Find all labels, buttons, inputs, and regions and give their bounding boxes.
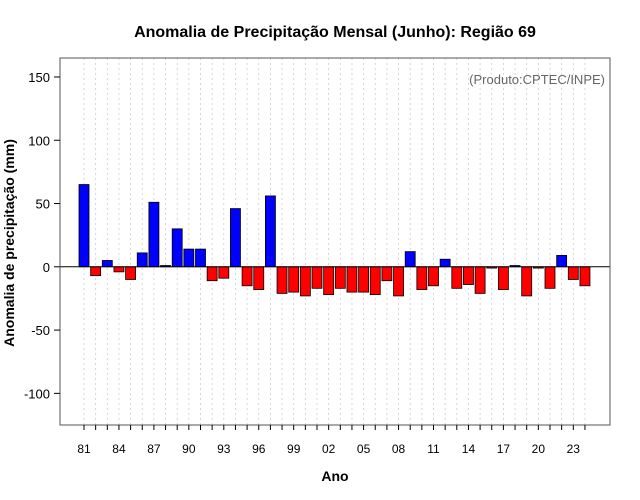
bar-2017 [497, 266, 509, 290]
y-tick-label: 50 [36, 197, 50, 212]
bar-2010 [416, 266, 428, 290]
bars [78, 184, 591, 297]
x-tick-label: 23 [567, 442, 581, 456]
bar-1985 [125, 266, 136, 280]
x-tick-label: 05 [357, 442, 371, 456]
x-tick-label: 99 [287, 442, 301, 456]
bar-2023 [567, 266, 579, 280]
bar-2001 [311, 266, 323, 289]
bar-1982 [90, 266, 102, 277]
bar-2009 [404, 251, 416, 268]
bar-2000 [299, 266, 311, 297]
bar-1993 [218, 266, 230, 279]
bar-2022 [556, 255, 568, 268]
y-tick-label: 0 [43, 260, 50, 275]
bar-1997 [264, 195, 276, 268]
x-tick-label: 93 [217, 442, 231, 456]
bar-1981 [78, 184, 90, 268]
bar-2004 [346, 266, 358, 293]
x-tick-label: 14 [462, 442, 476, 456]
bar-1984 [113, 266, 125, 273]
y-tick-label: -50 [31, 323, 50, 338]
bar-2021 [544, 266, 556, 289]
grid [83, 58, 586, 425]
bar-1996 [253, 266, 265, 290]
bar-2003 [334, 266, 346, 289]
x-tick-label: 81 [77, 442, 91, 456]
x-tick-label: 17 [497, 442, 511, 456]
y-axis: -100 -50 0 50 100 150 [24, 70, 60, 401]
bar-2015 [474, 266, 486, 294]
bar-2011 [428, 266, 439, 287]
bar-1995 [241, 266, 253, 287]
x-tick-label: 84 [112, 442, 126, 456]
chart-title: Anomalia de Precipitação Mensal (Junho):… [134, 24, 536, 41]
x-tick-label: 20 [532, 442, 546, 456]
bar-2006 [369, 266, 381, 296]
bar-2012 [439, 258, 451, 268]
bar-1986 [136, 252, 148, 268]
bar-1983 [101, 260, 113, 268]
x-tick-label: 11 [427, 442, 440, 456]
bar-1987 [148, 201, 160, 268]
bar-1992 [206, 266, 218, 282]
x-tick-label: 08 [392, 442, 406, 456]
bar-1998 [276, 266, 288, 294]
bar-2007 [381, 266, 393, 282]
x-tick-label: 02 [322, 442, 336, 456]
plot-frame [59, 57, 611, 426]
bar-2005 [358, 266, 370, 293]
bar-1991 [195, 248, 206, 268]
bar-1999 [288, 266, 300, 293]
y-tick-label: -100 [24, 386, 50, 401]
bar-1994 [230, 208, 241, 268]
bar-2014 [463, 266, 474, 285]
y-tick-label: 150 [28, 70, 50, 85]
bar-1989 [171, 228, 183, 268]
x-tick-label: 87 [147, 442, 161, 456]
x-tick-label: 96 [252, 442, 266, 456]
bar-2008 [393, 266, 404, 297]
bar-2019 [521, 266, 533, 297]
bar-2002 [323, 266, 335, 296]
bar-1990 [183, 248, 195, 268]
y-tick-label: 100 [28, 133, 50, 148]
y-axis-label: Anomalia de precipitação (mm) [1, 139, 17, 347]
source-annotation: (Produto:CPTEC/INPE) [469, 72, 605, 87]
x-axis: 81 84 87 90 93 96 99 02 05 08 11 14 17 20 23 [77, 425, 586, 456]
x-tick-label: 90 [182, 442, 196, 456]
bar-2024 [579, 266, 591, 287]
x-axis-label: Ano [321, 468, 348, 484]
bar-2013 [451, 266, 463, 289]
